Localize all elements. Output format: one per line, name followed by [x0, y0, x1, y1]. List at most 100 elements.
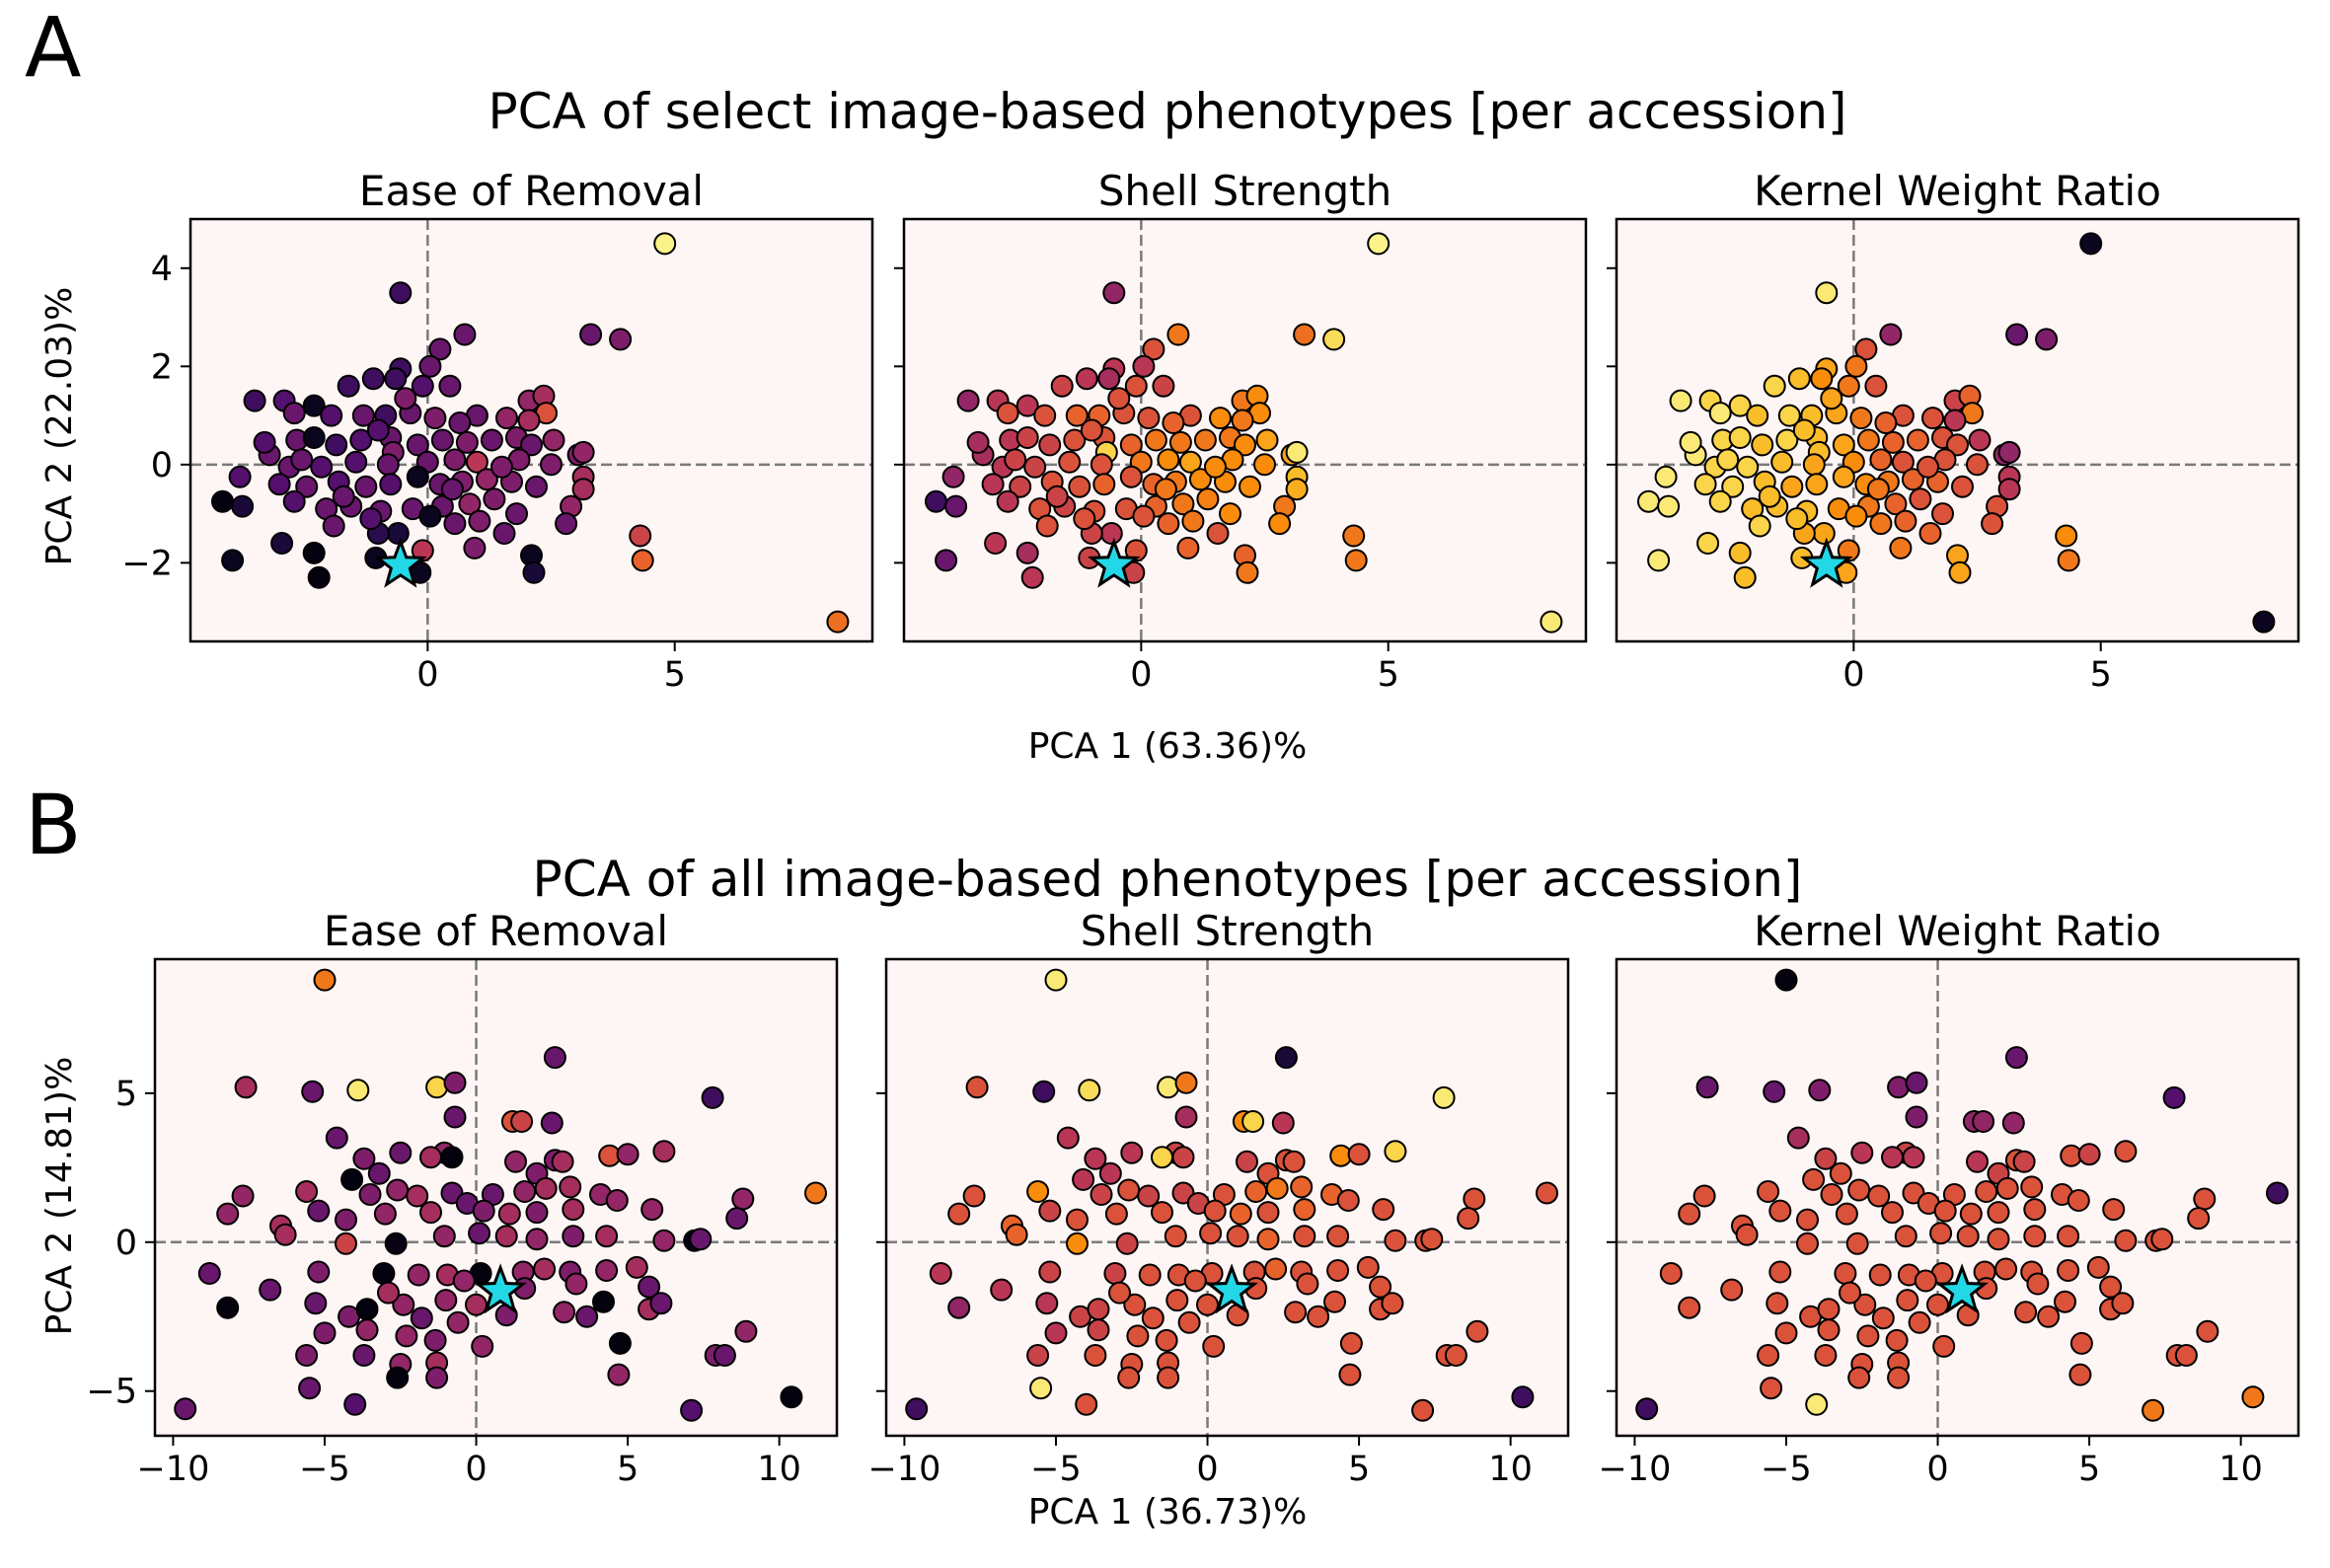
panel-a-ease-of-removal-point-34: [555, 512, 578, 536]
panel-b-kernel-weight-ratio-point-41: [2020, 1175, 2044, 1199]
panel-b-shell-strength-point-69: [1420, 1228, 1444, 1251]
panel-a-shell-strength-point-100: [1035, 514, 1059, 538]
panel-b-shell-strength-point-65: [1293, 1225, 1316, 1248]
panel-a-ease-of-removal-point-48: [270, 532, 294, 555]
panel-a-ease-of-removal-point-63: [455, 430, 479, 454]
panel-a-ease-of-removal-point-9: [438, 374, 462, 398]
panel-b-kernel-weight-ratio-xtick-label-1: −5: [1761, 1450, 1812, 1489]
panel-b-kernel-weight-ratio-point-53: [1987, 1201, 2010, 1225]
panel-a-ease-of-removal-point-68: [443, 448, 467, 472]
panel-a-kernel-weight-ratio-point-11: [1810, 367, 1834, 391]
panel-a-kernel-weight-ratio-point-74: [1693, 473, 1717, 496]
panel-a-ease-of-removal-point-50: [211, 489, 234, 513]
panel-b-shell-strength-point-116: [1183, 1269, 1207, 1293]
panel-b-kernel-weight-ratio-point-6: [1695, 1076, 1719, 1099]
panel-a-kernel-weight-ratio-point-17: [1708, 402, 1732, 425]
panel-a-kernel-weight-ratio-point-95: [1931, 502, 1954, 526]
panel-b-ease-of-removal-title: Ease of Removal: [324, 907, 668, 955]
panel-b-kernel-weight-ratio-title: Kernel Weight Ratio: [1754, 907, 2161, 955]
panel-b-kernel-weight-ratio-point-62: [1929, 1222, 1953, 1245]
panel-b-kernel-weight-ratio-point-61: [1894, 1225, 1917, 1248]
panel-b-ease-of-removal-point-111: [607, 1363, 631, 1386]
panel-b-kernel-weight-ratio-point-1: [2266, 1181, 2289, 1205]
panel-a-ease-of-removal-point-1: [826, 610, 850, 634]
panel-b-ease-of-removal-point-34: [358, 1183, 382, 1206]
panel-b-kernel-weight-ratio-point-65: [2023, 1225, 2047, 1248]
panel-b-shell-strength-point-110: [1157, 1366, 1180, 1389]
panel-a-ease-of-removal-point-93: [443, 512, 467, 536]
panel-a-kernel-weight-ratio-point-86: [1884, 492, 1908, 516]
panel-b-kernel-weight-ratio-point-34: [1820, 1183, 1843, 1206]
panel-b-kernel-weight-ratio-point-11: [1763, 1080, 1786, 1103]
panel-a-ease-of-removal-point-103: [448, 411, 472, 434]
panel-b-ease-of-removal-frame: [153, 957, 839, 1438]
panel-a-kernel-weight-ratio-xtick-label-0: 0: [1842, 655, 1864, 695]
panel-b-shell-strength-point-81: [1356, 1255, 1380, 1279]
panel-a-kernel-weight-ratio-point-64: [1906, 428, 1929, 452]
panel-a-kernel-weight-ratio-point-104: [1716, 448, 1740, 472]
panel-a-kernel-weight-ratio-point-4: [1815, 281, 1839, 305]
panel-a-shell-strength-point-34: [1268, 512, 1292, 536]
panel-a-kernel-weight-ratio-point-92: [1785, 507, 1809, 531]
panel-b-shell-strength-point-19: [1084, 1147, 1107, 1170]
panel-b-ease-of-removal-point-67: [652, 1229, 676, 1252]
panel-a-kernel-weight-ratio-point-94: [1894, 509, 1917, 533]
panel-a-shell-strength-point-27: [1231, 409, 1254, 432]
panel-a-kernel-weight-ratio-point-47: [1733, 565, 1757, 589]
panel-b-kernel-weight-ratio-point-31: [1802, 1167, 1826, 1191]
panel-a-ease-of-removal-point-104: [290, 448, 314, 472]
panel-a-ease-of-removal-point-97: [332, 485, 355, 508]
panel-a-ease-of-removal-highlight-star: [373, 537, 427, 588]
panel-b-shell-strength-point-57: [1457, 1207, 1480, 1231]
panel-b-shell-strength-point-44: [947, 1202, 971, 1226]
panel-a-shell-strength-point-35: [1342, 524, 1366, 548]
panel-b-kernel-weight-ratio-frame: [1615, 957, 2300, 1438]
panel-b-kernel-weight-ratio-point-63: [1956, 1225, 1980, 1248]
panel-b-shell-strength-point-33: [1026, 1180, 1050, 1203]
panel-a-shell-strength-point-97: [1045, 485, 1069, 508]
panel-a-ease-of-removal-point-32: [571, 478, 595, 501]
panel-b-ease-of-removal-point-109: [386, 1366, 410, 1389]
panel-a-kernel-weight-ratio-point-105: [1917, 455, 1939, 479]
panel-a-kernel-weight-ratio-point-71: [1770, 450, 1794, 474]
panel-b-ease-of-removal-point-41: [559, 1175, 582, 1199]
panel-a-kernel-weight-ratio-point-36: [2057, 549, 2080, 572]
panel-b-shell-strength-point-39: [1244, 1180, 1268, 1203]
panel-b-shell-strength-point-83: [947, 1296, 971, 1319]
panel-a-kernel-weight-ratio-point-12: [1787, 367, 1811, 391]
panel-b-shell-strength-point-22: [1171, 1146, 1195, 1169]
panel-b-ease-of-removal-xtick-label-3: 5: [617, 1450, 639, 1489]
panel-b-ease-of-removal-point-57: [725, 1207, 749, 1231]
panel-b-kernel-weight-ratio-point-21: [1881, 1146, 1904, 1169]
panel-b-ease-of-removal-point-118: [564, 1272, 588, 1296]
panel-a-kernel-weight-ratio-point-2: [2035, 328, 2059, 351]
panel-b-ease-of-removal-ytick-label-0: −5: [86, 1373, 137, 1412]
panel-b-shell-strength-point-29: [1384, 1140, 1407, 1163]
panel-a-ease-of-removal-ytick-label-3: 4: [151, 250, 173, 289]
panel-a-kernel-weight-ratio-point-6: [1854, 337, 1878, 361]
panel-b-kernel-weight-ratio-point-86: [1817, 1298, 1841, 1321]
panel-a-ease-of-removal-point-12: [361, 367, 385, 391]
panel-a-kernel-weight-ratio-point-51: [1657, 494, 1681, 518]
panel-b-kernel-weight-ratio-point-57: [2187, 1207, 2211, 1231]
panel-a-ease-of-removal-point-56: [302, 426, 326, 449]
panel-b-ease-of-removal-point-91: [553, 1301, 576, 1324]
panel-b-ease-of-removal-point-63: [494, 1225, 518, 1248]
panel-a-kernel-weight-ratio-point-78: [1805, 473, 1829, 496]
panel-b-ease-of-removal-point-116: [452, 1269, 476, 1293]
panel-a-kernel-weight-ratio-point-56: [1728, 426, 1752, 449]
panel-b-shell-strength-point-28: [1347, 1143, 1371, 1166]
panel-b-ease-of-removal-point-113: [446, 1310, 470, 1334]
panel-a-shell-strength-point-48: [984, 532, 1008, 555]
panel-b-shell-strength-point-48: [1104, 1202, 1128, 1226]
panel-b-shell-strength-point-82: [1369, 1275, 1392, 1299]
panel-b-ease-of-removal-highlight-star: [474, 1263, 528, 1314]
panel-a-shell-strength-point-13: [1050, 374, 1074, 398]
panel-b-ease-of-removal-point-4: [174, 1397, 197, 1421]
panel-a-kernel-weight-ratio-point-102: [1820, 387, 1843, 411]
panel-b-kernel-weight-ratio-point-81: [2086, 1255, 2110, 1279]
panel-a-shell-strength-point-39: [1206, 522, 1230, 545]
panel-a-shell-strength-point-95: [1219, 502, 1241, 526]
panel-b-ease-of-removal-point-28: [616, 1143, 639, 1166]
panel-a-ease-of-removal-point-54: [253, 430, 276, 454]
